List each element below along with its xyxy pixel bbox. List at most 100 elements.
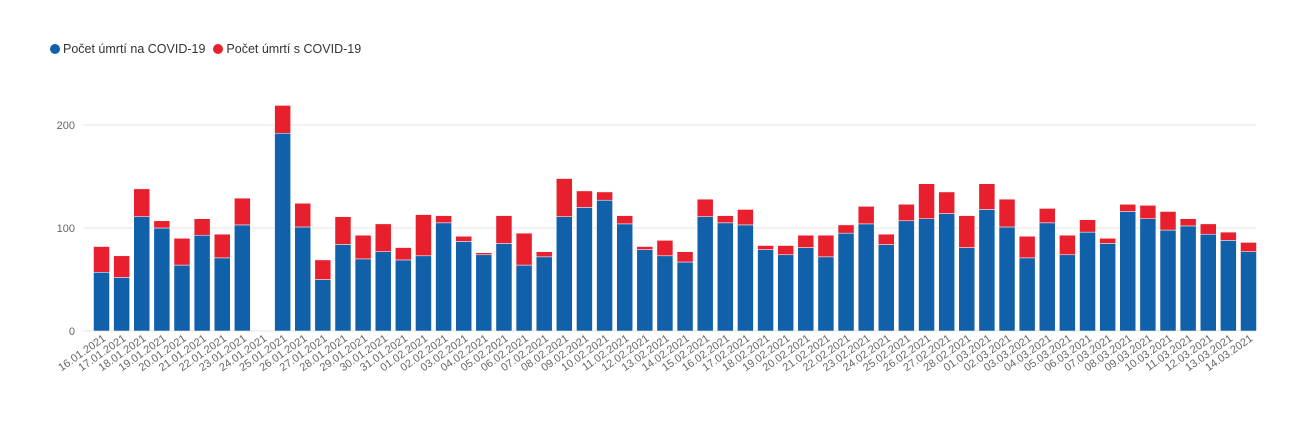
bar-s-covid-12.03.2021[interactable] <box>1200 223 1217 235</box>
bar-na-covid-07.03.2021[interactable] <box>1099 243 1116 332</box>
bar-s-covid-16.01.2021[interactable] <box>93 246 110 273</box>
bar-na-covid-11.02.2021[interactable] <box>616 223 633 332</box>
bar-s-covid-20.01.2021[interactable] <box>173 238 191 266</box>
bar-na-covid-19.01.2021[interactable] <box>153 227 171 332</box>
bar-s-covid-22.01.2021[interactable] <box>213 233 231 259</box>
bar-s-covid-02.02.2021[interactable] <box>435 215 452 224</box>
bar-na-covid-20.02.2021[interactable] <box>797 247 815 332</box>
bar-s-covid-03.03.2021[interactable] <box>1018 235 1036 259</box>
bar-s-covid-16.02.2021[interactable] <box>717 215 734 224</box>
bar-s-covid-05.02.2021[interactable] <box>495 215 513 244</box>
bar-s-covid-25.01.2021[interactable] <box>274 105 291 134</box>
bar-na-covid-12.03.2021[interactable] <box>1200 233 1217 332</box>
bar-s-covid-17.02.2021[interactable] <box>737 209 754 226</box>
bar-s-covid-20.02.2021[interactable] <box>797 234 815 248</box>
bar-na-covid-27.02.2021[interactable] <box>938 213 955 332</box>
bar-s-covid-29.01.2021[interactable] <box>354 234 372 260</box>
bar-na-covid-15.02.2021[interactable] <box>696 216 714 332</box>
bar-na-covid-26.01.2021[interactable] <box>294 226 311 332</box>
bar-s-covid-07.03.2021[interactable] <box>1099 238 1116 244</box>
bar-s-covid-10.03.2021[interactable] <box>1159 211 1177 231</box>
bar-s-covid-31.01.2021[interactable] <box>395 247 412 261</box>
bar-na-covid-25.01.2021[interactable] <box>274 132 291 332</box>
bar-na-covid-27.01.2021[interactable] <box>314 279 332 332</box>
bar-s-covid-04.02.2021[interactable] <box>475 252 493 256</box>
bar-na-covid-05.02.2021[interactable] <box>495 243 513 332</box>
bar-na-covid-10.02.2021[interactable] <box>596 199 613 332</box>
bar-s-covid-06.03.2021[interactable] <box>1079 219 1096 233</box>
bar-na-covid-11.03.2021[interactable] <box>1179 225 1197 332</box>
bar-s-covid-08.03.2021[interactable] <box>1119 204 1137 212</box>
bar-na-covid-19.02.2021[interactable] <box>777 254 794 332</box>
bar-s-covid-13.03.2021[interactable] <box>1220 231 1237 241</box>
bar-s-covid-24.02.2021[interactable] <box>878 233 895 245</box>
bar-na-covid-07.02.2021[interactable] <box>535 256 553 332</box>
bar-na-covid-09.02.2021[interactable] <box>576 207 593 332</box>
bar-s-covid-04.03.2021[interactable] <box>1039 208 1056 224</box>
bar-na-covid-08.02.2021[interactable] <box>556 216 573 332</box>
bar-s-covid-21.01.2021[interactable] <box>193 218 211 236</box>
bar-na-covid-04.03.2021[interactable] <box>1039 222 1056 332</box>
bar-na-covid-02.02.2021[interactable] <box>435 222 452 332</box>
bar-na-covid-16.01.2021[interactable] <box>93 272 110 332</box>
bar-s-covid-18.02.2021[interactable] <box>757 245 774 250</box>
bar-na-covid-28.02.2021[interactable] <box>958 247 976 332</box>
bar-s-covid-26.02.2021[interactable] <box>918 183 935 219</box>
bar-s-covid-17.01.2021[interactable] <box>113 255 130 278</box>
bar-s-covid-11.02.2021[interactable] <box>616 215 633 225</box>
bar-na-covid-05.03.2021[interactable] <box>1059 254 1076 332</box>
bar-na-covid-28.01.2021[interactable] <box>334 244 352 332</box>
bar-na-covid-01.03.2021[interactable] <box>978 209 996 332</box>
bar-na-covid-02.03.2021[interactable] <box>998 226 1016 332</box>
bar-na-covid-08.03.2021[interactable] <box>1119 211 1137 332</box>
bar-na-covid-03.02.2021[interactable] <box>455 241 472 332</box>
bar-s-covid-08.02.2021[interactable] <box>556 178 573 217</box>
bar-s-covid-13.02.2021[interactable] <box>656 240 674 257</box>
bar-na-covid-23.02.2021[interactable] <box>857 223 875 332</box>
bar-s-covid-22.02.2021[interactable] <box>837 224 855 234</box>
bar-na-covid-21.02.2021[interactable] <box>817 256 835 332</box>
bar-na-covid-01.02.2021[interactable] <box>415 255 432 332</box>
bar-s-covid-01.02.2021[interactable] <box>415 214 432 257</box>
bar-s-covid-01.03.2021[interactable] <box>978 183 996 210</box>
bar-na-covid-21.01.2021[interactable] <box>193 234 211 332</box>
bar-na-covid-25.02.2021[interactable] <box>898 220 915 332</box>
bar-na-covid-14.02.2021[interactable] <box>676 261 694 332</box>
bar-na-covid-26.02.2021[interactable] <box>918 218 935 332</box>
bar-s-covid-27.01.2021[interactable] <box>314 259 332 280</box>
bar-s-covid-27.02.2021[interactable] <box>938 191 955 214</box>
bar-na-covid-13.03.2021[interactable] <box>1220 240 1237 332</box>
bar-s-covid-28.02.2021[interactable] <box>958 215 976 248</box>
bar-na-covid-30.01.2021[interactable] <box>374 251 392 332</box>
bar-na-covid-18.02.2021[interactable] <box>757 249 774 332</box>
bar-s-covid-03.02.2021[interactable] <box>455 235 472 242</box>
bar-s-covid-10.02.2021[interactable] <box>596 191 613 201</box>
bar-s-covid-07.02.2021[interactable] <box>535 251 553 258</box>
bar-s-covid-26.01.2021[interactable] <box>294 203 311 228</box>
bar-s-covid-12.02.2021[interactable] <box>636 246 654 250</box>
bar-s-covid-02.03.2021[interactable] <box>998 198 1016 228</box>
bar-na-covid-09.03.2021[interactable] <box>1139 218 1157 332</box>
bar-na-covid-16.02.2021[interactable] <box>717 222 734 332</box>
bar-na-covid-17.02.2021[interactable] <box>737 224 754 332</box>
bar-na-covid-23.01.2021[interactable] <box>234 224 251 332</box>
bar-na-covid-29.01.2021[interactable] <box>354 258 372 332</box>
bar-na-covid-13.02.2021[interactable] <box>656 255 674 332</box>
bar-s-covid-05.03.2021[interactable] <box>1059 234 1076 256</box>
bar-na-covid-18.01.2021[interactable] <box>133 216 150 332</box>
bar-na-covid-12.02.2021[interactable] <box>636 249 654 332</box>
bar-na-covid-06.02.2021[interactable] <box>515 264 533 332</box>
bar-s-covid-09.02.2021[interactable] <box>576 190 593 208</box>
bar-s-covid-11.03.2021[interactable] <box>1179 218 1197 227</box>
bar-s-covid-30.01.2021[interactable] <box>374 223 392 252</box>
bar-s-covid-18.01.2021[interactable] <box>133 188 150 217</box>
bar-na-covid-24.02.2021[interactable] <box>878 244 895 332</box>
bar-s-covid-14.02.2021[interactable] <box>676 251 694 263</box>
bar-na-covid-06.03.2021[interactable] <box>1079 231 1096 332</box>
bar-na-covid-20.01.2021[interactable] <box>173 264 191 332</box>
bar-s-covid-23.01.2021[interactable] <box>234 197 251 226</box>
bar-s-covid-19.02.2021[interactable] <box>777 245 794 256</box>
bar-s-covid-25.02.2021[interactable] <box>898 204 915 222</box>
bar-na-covid-14.03.2021[interactable] <box>1240 251 1257 332</box>
bar-na-covid-03.03.2021[interactable] <box>1018 257 1036 332</box>
